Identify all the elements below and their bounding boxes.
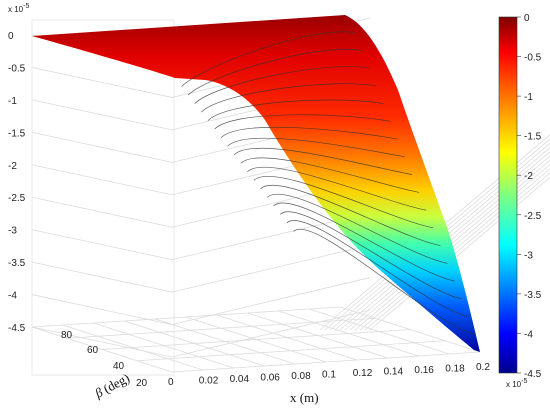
colorbar-tick-label: -4.5 bbox=[524, 369, 542, 380]
contour-line bbox=[214, 114, 391, 130]
floor-gridline-x bbox=[93, 322, 234, 369]
z-tick-label: -2.5 bbox=[8, 193, 26, 204]
colorbar-exponent-power: -5 bbox=[521, 378, 527, 385]
colorbar bbox=[498, 16, 518, 374]
colorbar-tick-label: -1 bbox=[524, 92, 533, 103]
z-gridline-left bbox=[31, 67, 173, 98]
colorbar-tick-label: -4 bbox=[524, 329, 533, 340]
x-tick-label: 0.02 bbox=[199, 376, 219, 387]
z-gridline-back bbox=[171, 277, 371, 325]
colorbar-tick-label: -0.5 bbox=[524, 53, 542, 64]
contour-line bbox=[247, 166, 427, 211]
x-tick-label: 0.12 bbox=[353, 368, 373, 379]
z-gridline-back bbox=[171, 244, 371, 293]
z-tick-label: -3.5 bbox=[8, 258, 26, 269]
colorbar-tick-label: -2.5 bbox=[524, 211, 542, 222]
floor-gridline-x bbox=[124, 320, 265, 367]
z-gridline-left bbox=[31, 261, 173, 293]
contour-line bbox=[227, 137, 405, 158]
floor-gridline-x bbox=[278, 310, 419, 357]
z-axis-ticks: 0 -0.5 -1 -1.5 -2 -2.5 -3 -3.5 -4 -4.5 bbox=[8, 31, 26, 334]
x-axis-label: x (m) bbox=[290, 390, 319, 405]
z-exponent-power: -5 bbox=[23, 3, 29, 10]
z-gridline-left bbox=[31, 294, 173, 325]
x-axis-ticks: 0 0.02 0.04 0.06 0.08 0.1 0.12 0.14 0.16 0.18 0.2 bbox=[168, 362, 490, 388]
contour-line bbox=[207, 99, 384, 121]
z-exponent-base: x 10 bbox=[8, 5, 24, 14]
z-tick-label: -4.5 bbox=[8, 323, 26, 334]
contour-line bbox=[293, 228, 476, 335]
colorbar-tick-label: -3.5 bbox=[524, 290, 542, 301]
left-wall bbox=[31, 19, 175, 376]
contour-line bbox=[260, 184, 441, 246]
contour-line bbox=[194, 66, 370, 104]
contour-line bbox=[286, 220, 469, 317]
x-tick-label: 0.2 bbox=[476, 362, 490, 373]
contour-line bbox=[280, 211, 462, 300]
z-gridline-left bbox=[31, 131, 173, 163]
colorbar-tick-label: -2 bbox=[524, 171, 533, 182]
colorbar-tick-label: -1.5 bbox=[524, 132, 542, 143]
z-tick-label: -3 bbox=[8, 226, 17, 237]
z-tick-label: -0.5 bbox=[8, 63, 26, 74]
floor-gridline-x bbox=[309, 308, 450, 355]
floor-gridline-x bbox=[155, 318, 296, 365]
contour-line bbox=[253, 175, 434, 229]
z-tick-label: -1 bbox=[8, 96, 17, 107]
beta-tick-label: 20 bbox=[136, 378, 148, 389]
beta-tick-label: 60 bbox=[87, 345, 99, 356]
colorbar-exponent: x 10-5 bbox=[506, 378, 527, 389]
floor-gridline-x bbox=[216, 314, 357, 361]
contour-line bbox=[181, 31, 356, 87]
z-tick-label: 0 bbox=[8, 31, 14, 42]
colorbar-ticks: 0 -0.5 -1 -1.5 -2 -2.5 -3 -3.5 -4 -4.5 bbox=[517, 13, 542, 380]
x-tick-label: 0.18 bbox=[445, 364, 465, 375]
beta-tick-label: 40 bbox=[113, 361, 125, 372]
z-tick-label: -4 bbox=[8, 291, 17, 302]
contour-line bbox=[240, 157, 420, 193]
surface-plot bbox=[32, 15, 480, 352]
z-gridline-left bbox=[31, 229, 173, 261]
floor-gridline-x bbox=[339, 306, 481, 353]
colorbar-tick-label: 0 bbox=[524, 13, 530, 24]
floor-gridline-x bbox=[31, 326, 173, 373]
floor-gridline-x bbox=[247, 312, 388, 359]
surface-patch bbox=[32, 15, 480, 352]
x-tick-label: 0.1 bbox=[322, 370, 336, 381]
x-tick-label: 0.04 bbox=[230, 374, 250, 385]
x-tick-label: 0.14 bbox=[384, 367, 404, 378]
contour-line bbox=[233, 147, 413, 175]
z-exponent: x 10-5 bbox=[8, 3, 29, 14]
floor-gridline-x bbox=[62, 324, 203, 371]
z-gridline-left bbox=[31, 196, 173, 228]
x-tick-label: 0.06 bbox=[260, 373, 280, 384]
x-tick-label: 0.08 bbox=[291, 371, 311, 382]
colorbar-strip bbox=[498, 16, 518, 374]
x-tick-label: 0 bbox=[168, 377, 174, 388]
colorbar-exponent-base: x 10 bbox=[506, 380, 522, 389]
contour-line bbox=[201, 83, 377, 113]
z-gridline-left bbox=[31, 99, 173, 131]
floor-gridline-x bbox=[185, 316, 327, 363]
contour-line bbox=[220, 126, 398, 140]
beta-unit: (deg) bbox=[101, 370, 132, 396]
z-gridline-left bbox=[31, 326, 173, 358]
z-gridline-left bbox=[31, 164, 173, 196]
beta-tick-label: 80 bbox=[61, 330, 73, 341]
z-tick-label: -1.5 bbox=[8, 128, 26, 139]
colorbar-tick-label: -3 bbox=[524, 250, 533, 261]
x-tick-label: 0.16 bbox=[414, 365, 434, 376]
contour-line bbox=[273, 202, 455, 282]
z-tick-label: -2 bbox=[8, 161, 17, 172]
contour-line bbox=[266, 193, 448, 264]
contour-line bbox=[187, 49, 363, 96]
beta-axis-ticks: 20 40 60 80 bbox=[61, 330, 148, 389]
